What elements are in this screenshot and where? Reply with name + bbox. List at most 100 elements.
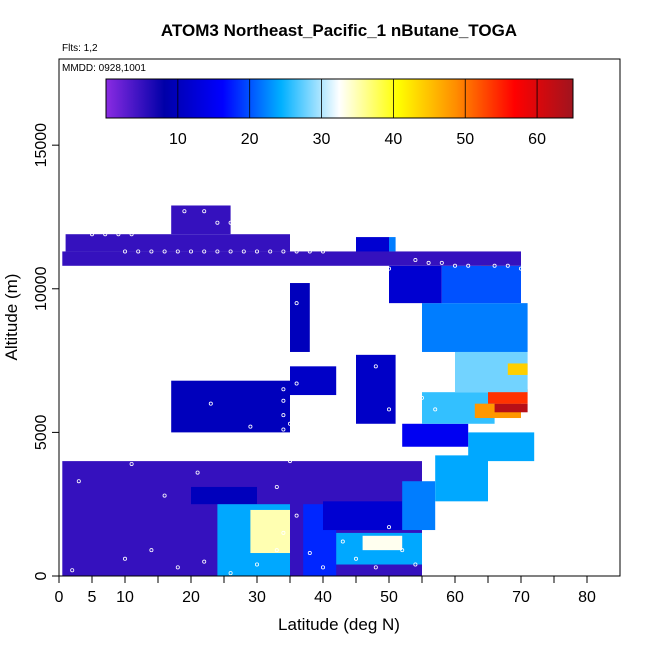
sample-point — [221, 453, 226, 458]
sample-point — [202, 559, 207, 564]
heatmap-cell — [441, 265, 521, 304]
colorbar-tick-label: 40 — [384, 131, 402, 148]
sample-point — [175, 249, 180, 254]
sample-point — [83, 393, 88, 398]
sample-point — [320, 318, 325, 323]
sample-point — [274, 326, 279, 331]
sample-point — [116, 232, 121, 237]
y-axis-label: Altitude (m) — [2, 274, 21, 361]
sample-point — [215, 249, 220, 254]
sample-point — [413, 562, 418, 567]
sample-point — [347, 338, 352, 343]
sample-point — [287, 459, 292, 464]
colorbar-tick-label: 60 — [528, 131, 546, 148]
y-tick-label: 0 — [33, 571, 50, 580]
x-tick-label: 5 — [88, 589, 97, 606]
heatmap-cell — [468, 432, 535, 462]
heatmap-cell — [402, 423, 469, 447]
sample-point — [413, 258, 418, 263]
sample-point — [182, 321, 187, 326]
sample-point — [116, 332, 121, 337]
sample-point — [228, 220, 233, 225]
sample-point — [142, 220, 147, 225]
sample-point — [281, 298, 286, 303]
heatmap-cell — [507, 363, 528, 375]
heatmap-cell — [402, 481, 436, 531]
sample-point — [162, 220, 167, 225]
sample-point — [149, 266, 154, 271]
x-tick-label: 40 — [314, 589, 332, 606]
sample-point — [400, 324, 405, 329]
sample-point — [519, 266, 524, 271]
sample-point — [70, 321, 75, 326]
sample-point — [208, 401, 213, 406]
sample-point — [400, 548, 405, 553]
x-tick-label: 30 — [248, 589, 266, 606]
heatmap-cell — [389, 237, 396, 252]
plot-frame — [58, 58, 621, 577]
sample-point — [162, 249, 167, 254]
sample-point — [281, 450, 286, 455]
heatmap-cell — [356, 354, 396, 424]
sample-point — [202, 249, 207, 254]
sample-point — [274, 484, 279, 489]
sample-point — [254, 266, 259, 271]
x-axis: 0 5 10 20 30 40 50 60 70 80 — [55, 576, 596, 606]
sample-point — [175, 565, 180, 570]
sample-point — [386, 525, 391, 530]
sample-point — [294, 381, 299, 386]
sample-point — [254, 562, 259, 567]
sample-point — [235, 375, 240, 380]
y-tick-label: 15000 — [33, 123, 50, 168]
sample-point — [287, 421, 292, 426]
sample-point — [281, 278, 286, 283]
heatmap-cell — [389, 265, 442, 304]
x-axis-label: Latitude (deg N) — [278, 615, 400, 634]
sample-point — [149, 548, 154, 553]
heatmap-cells — [62, 205, 535, 576]
sample-point — [241, 266, 246, 271]
colorbar-tick-label: 30 — [313, 131, 331, 148]
sample-point — [241, 249, 246, 254]
sample-point — [248, 289, 253, 294]
sample-point — [340, 292, 345, 297]
sample-point — [426, 260, 431, 265]
sample-point — [307, 551, 312, 556]
sample-point — [386, 407, 391, 412]
y-tick-label: 5000 — [33, 414, 50, 450]
heatmap-cell — [191, 486, 257, 505]
x-tick-label: 20 — [182, 589, 200, 606]
sample-point — [307, 450, 312, 455]
sample-point — [268, 367, 273, 372]
sample-point — [367, 306, 372, 311]
heatmap-cell — [171, 205, 231, 235]
sample-point — [268, 266, 273, 271]
sample-point — [274, 548, 279, 553]
heatmap-cell — [62, 251, 522, 266]
sample-point — [103, 232, 108, 237]
sample-point — [215, 220, 220, 225]
sample-point — [419, 395, 424, 400]
sample-point — [215, 266, 220, 271]
sample-point — [287, 439, 292, 444]
sample-point — [320, 249, 325, 254]
sample-point — [70, 568, 75, 573]
sample-point — [155, 298, 160, 303]
sample-point — [452, 450, 457, 455]
sample-point — [466, 263, 471, 268]
x-tick-label: 0 — [55, 589, 64, 606]
sample-point — [123, 249, 128, 254]
sample-point — [281, 344, 286, 349]
sample-point — [281, 530, 286, 535]
heatmap-cell — [65, 234, 290, 252]
sample-point — [96, 306, 101, 311]
sample-point — [76, 479, 81, 484]
sample-point — [136, 249, 141, 254]
colorbar-ticks: 10 20 30 40 50 60 — [169, 79, 546, 148]
sample-point — [248, 424, 253, 429]
sample-point — [386, 266, 391, 271]
sample-point — [281, 398, 286, 403]
heatmap-cell — [362, 535, 403, 551]
x-tick-label: 50 — [380, 589, 398, 606]
